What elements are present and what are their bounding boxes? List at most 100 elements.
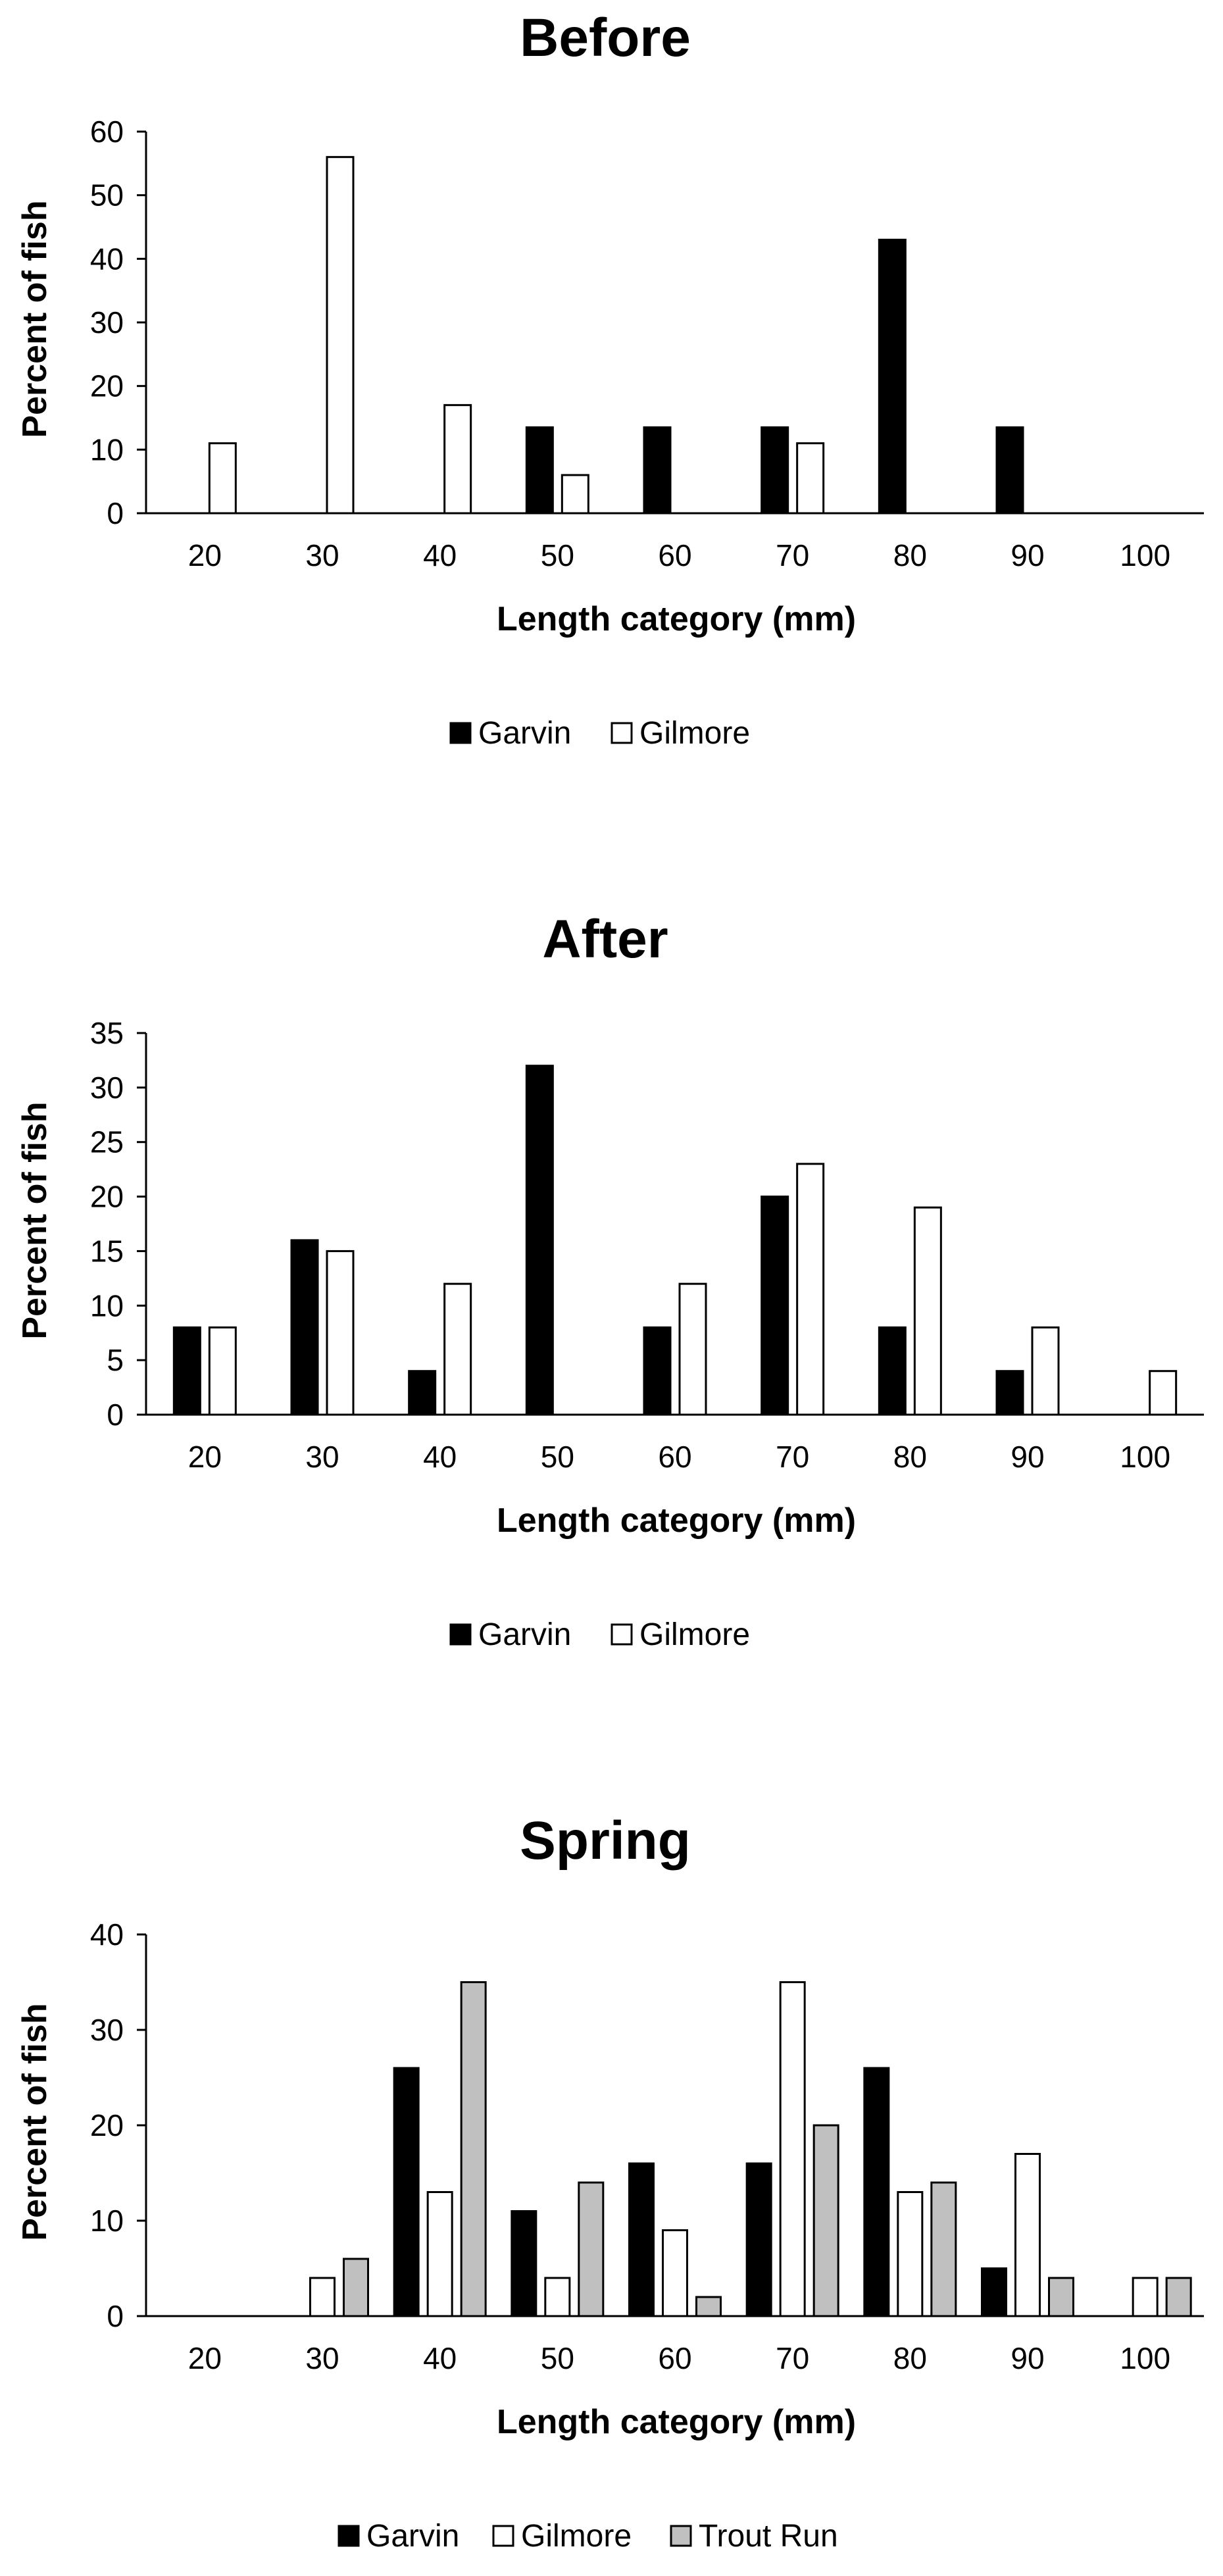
x-tick-label: 70	[776, 538, 809, 572]
y-tick-label: 15	[90, 1234, 124, 1268]
x-tick-label: 80	[893, 538, 927, 572]
bar-garvin-50	[525, 426, 554, 515]
bar-gilmore-90	[1014, 2153, 1041, 2317]
y-tick-label: 20	[90, 369, 124, 403]
bar-gilmore-100	[1132, 2277, 1159, 2317]
x-tick-label: 30	[305, 2341, 339, 2375]
x-axis-title: Length category (mm)	[497, 2403, 856, 2441]
y-tick-label: 20	[90, 2108, 124, 2142]
bar-gilmore-80	[913, 1206, 942, 1416]
bar-gilmore-40	[443, 1282, 472, 1416]
x-tick-label: 20	[188, 1440, 222, 1474]
bar-garvin-60	[643, 1326, 672, 1416]
legend-label: Trout Run	[699, 2519, 838, 2554]
bar-garvin-20	[172, 1326, 201, 1416]
legend-label: Gilmore	[521, 2519, 632, 2554]
x-tick-label: 20	[188, 538, 222, 572]
bar-gilmore-40	[426, 2191, 453, 2317]
legend-label: Gilmore	[639, 716, 750, 751]
bar-gilmore-50	[561, 474, 589, 515]
bar-garvin-50	[511, 2210, 537, 2317]
bar-trout-run-90	[1048, 2277, 1074, 2317]
x-tick-label: 100	[1120, 538, 1170, 572]
chart-spring-svg: Spring Percent of fish Length category (…	[16, 1811, 1204, 2554]
x-tick-label: 20	[188, 2341, 222, 2375]
bar-garvin-90	[995, 1370, 1024, 1416]
y-tick-label: 40	[90, 241, 124, 276]
legend-swatch-gilmore	[611, 1623, 633, 1646]
bar-garvin-70	[745, 2162, 772, 2317]
bar-garvin-80	[878, 238, 907, 515]
x-tick-label: 80	[893, 1440, 927, 1474]
y-tick-label: 30	[90, 305, 124, 340]
x-tick-label: 50	[541, 538, 574, 572]
legend-label: Garvin	[478, 716, 571, 751]
bar-trout-run-80	[930, 2181, 957, 2317]
x-tick-label: 30	[305, 538, 339, 572]
y-tick-label: 5	[107, 1343, 124, 1377]
bar-trout-run-70	[812, 2124, 839, 2317]
legend-label: Garvin	[366, 2519, 459, 2554]
y-tick-label: 25	[90, 1125, 124, 1159]
y-axis-title: Percent of fish	[16, 2003, 54, 2240]
bar-gilmore-60	[678, 1282, 707, 1416]
legend-swatch-garvin	[449, 722, 472, 744]
x-tick-label: 70	[776, 1440, 809, 1474]
legend-swatch-gilmore	[492, 2525, 514, 2547]
y-tick-label: 30	[90, 2013, 124, 2047]
chart-before: Before Percent of fish Length category (…	[0, 0, 1223, 809]
bar-trout-run-100	[1165, 2277, 1192, 2317]
bar-garvin-80	[863, 2067, 890, 2317]
y-tick-label: 35	[90, 1016, 124, 1050]
legend-swatch-garvin	[449, 1623, 472, 1646]
legend-swatch-gilmore	[611, 722, 633, 744]
bar-gilmore-60	[662, 2229, 688, 2317]
x-axis-title: Length category (mm)	[497, 600, 856, 638]
x-tick-label: 70	[776, 2341, 809, 2375]
bar-garvin-80	[878, 1326, 907, 1416]
y-tick-label: 50	[90, 178, 124, 213]
bar-trout-run-50	[578, 2181, 605, 2317]
y-tick-label: 0	[107, 2299, 124, 2333]
bar-garvin-30	[290, 1239, 319, 1416]
x-tick-label: 90	[1011, 538, 1044, 572]
x-tick-label: 90	[1011, 1440, 1044, 1474]
bar-gilmore-30	[309, 2277, 336, 2317]
bar-garvin-40	[408, 1370, 437, 1416]
x-tick-label: 50	[541, 2341, 574, 2375]
bar-gilmore-30	[326, 156, 355, 515]
bar-garvin-60	[643, 426, 672, 515]
bar-trout-run-40	[460, 1981, 487, 2317]
legend-swatch-garvin	[337, 2525, 360, 2547]
y-tick-label: 10	[90, 432, 124, 467]
bar-garvin-40	[393, 2067, 420, 2317]
chart-before-svg: Before Percent of fish Length category (…	[16, 8, 1204, 751]
bar-gilmore-50	[544, 2277, 571, 2317]
bar-gilmore-20	[208, 1326, 237, 1416]
bar-gilmore-100	[1149, 1370, 1178, 1416]
y-tick-label: 40	[90, 1917, 124, 1952]
bar-trout-run-30	[343, 2258, 369, 2317]
x-tick-label: 30	[305, 1440, 339, 1474]
y-axis-title: Percent of fish	[16, 1101, 54, 1339]
chart-title: Before	[520, 8, 691, 68]
y-tick-label: 20	[90, 1180, 124, 1214]
bar-garvin-90	[995, 426, 1024, 515]
bar-garvin-70	[761, 1196, 789, 1416]
bar-gilmore-90	[1031, 1326, 1060, 1416]
y-tick-label: 60	[90, 114, 124, 149]
x-tick-label: 60	[658, 2341, 691, 2375]
x-tick-label: 60	[658, 1440, 691, 1474]
x-tick-label: 50	[541, 1440, 574, 1474]
bar-garvin-70	[761, 426, 789, 515]
chart-spring: Spring Percent of fish Length category (…	[0, 1803, 1223, 2576]
y-tick-label: 0	[107, 1398, 124, 1432]
bar-gilmore-70	[796, 1163, 825, 1416]
legend-swatch-trout-run	[670, 2525, 692, 2547]
y-tick-label: 10	[90, 1288, 124, 1323]
y-axis-title: Percent of fish	[16, 200, 54, 438]
chart-after: After Percent of fish Length category (m…	[0, 901, 1223, 1711]
bar-garvin-50	[525, 1065, 554, 1416]
chart-after-svg: After Percent of fish Length category (m…	[16, 909, 1204, 1652]
x-axis-title: Length category (mm)	[497, 1502, 856, 1540]
